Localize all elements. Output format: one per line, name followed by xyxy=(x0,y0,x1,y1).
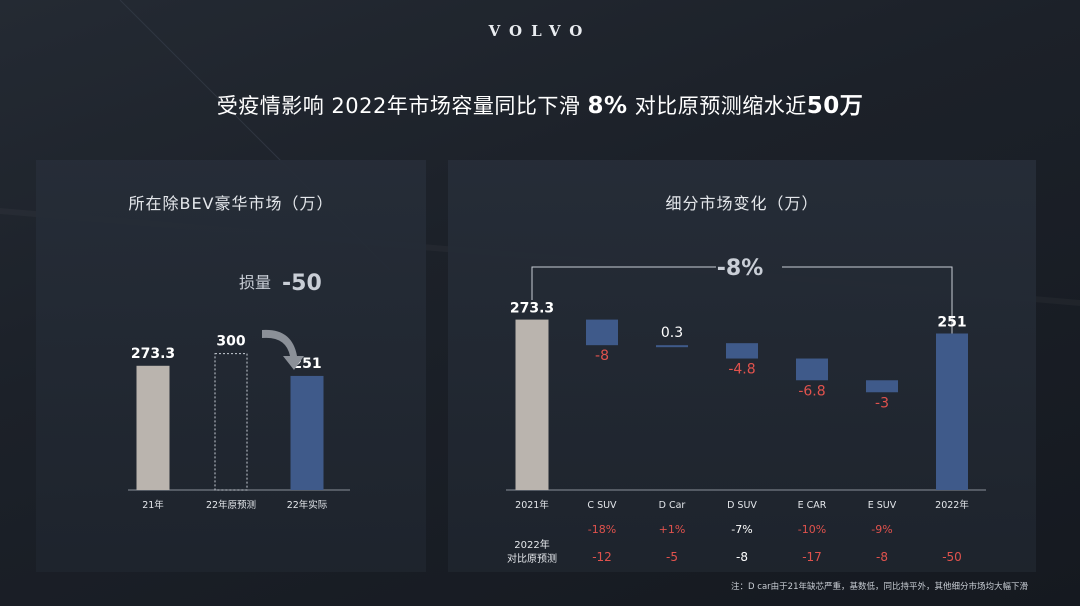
headline-part3: 对比原预测缩水近 xyxy=(627,94,807,118)
bar-2021 xyxy=(136,365,170,490)
table-row-header: 对比原预测 xyxy=(507,552,557,565)
bar-2022 xyxy=(936,333,968,490)
bar-2022-actual xyxy=(290,375,324,490)
table-percent-cell: -9% xyxy=(871,523,892,536)
table-abs-cell: -12 xyxy=(592,550,612,564)
headline-part1: 受疫情影响 2022年市场容量同比下滑 xyxy=(216,94,588,118)
headline-part4: 50万 xyxy=(806,93,864,119)
volvo-logo: VOLVO xyxy=(488,22,592,40)
left-chart-title: 所在除BEV豪华市场（万） xyxy=(128,194,334,213)
table-percent-cell: -10% xyxy=(798,523,826,536)
right-chart-title: 细分市场变化（万） xyxy=(665,194,819,213)
table-percent-cell: +1% xyxy=(659,523,686,536)
bar-value-label: 251 xyxy=(937,315,966,331)
bar-delta-positive xyxy=(656,345,688,348)
headline-part2: 8% xyxy=(587,93,628,119)
x-tick-label: C SUV xyxy=(587,500,617,511)
x-tick-label: 22年原预测 xyxy=(206,499,256,511)
x-tick-label: 2021年 xyxy=(515,499,549,511)
bar-value-label: -4.8 xyxy=(728,362,755,378)
bar-2021 xyxy=(515,319,549,490)
bar-delta-negative xyxy=(866,380,898,393)
table-percent-cell: -7% xyxy=(731,523,752,536)
x-tick-label: D Car xyxy=(659,500,686,511)
bar-delta-negative xyxy=(796,358,828,381)
bar-value-label: -3 xyxy=(875,395,889,411)
table-row-header: 2022年 xyxy=(514,538,549,551)
table-abs-cell: -5 xyxy=(666,550,678,564)
x-tick-label: E CAR xyxy=(798,500,827,511)
table-abs-cell: -8 xyxy=(736,550,748,564)
bar-value-label: 273.3 xyxy=(510,301,554,317)
left-chart-panel: 所在除BEV豪华市场（万） 273.3 21年 300 22年原预测 251 22年实际损… xyxy=(36,160,426,572)
curved-arrow-icon xyxy=(262,329,304,370)
bar-value-label: 273.3 xyxy=(131,346,175,362)
bar-delta-negative xyxy=(726,343,758,359)
waterfall-chart: -8% 273.3 2021年 -8 C SUV 0.3 D Car -4.8 D SUV -6.… xyxy=(506,256,986,565)
bar-value-label: -8 xyxy=(595,348,609,364)
bar-forecast xyxy=(214,353,248,491)
table-percent-cell: -18% xyxy=(588,523,616,536)
x-tick-label: D SUV xyxy=(727,500,757,511)
table-abs-cell: -8 xyxy=(876,550,888,564)
x-tick-label: 2022年 xyxy=(935,499,969,511)
page-headline: 受疫情影响 2022年市场容量同比下滑 8% 对比原预测缩水近50万 xyxy=(0,86,1080,120)
bar-value-label: 300 xyxy=(216,334,245,350)
loss-label: 损量 xyxy=(239,273,271,292)
table-abs-cell: -17 xyxy=(802,550,822,564)
bar-delta-negative xyxy=(586,319,618,346)
footnote: 注：D car由于21年缺芯严重，基数低，同比持平外，其他细分市场均大幅下滑 xyxy=(731,582,1028,592)
right-chart-panel: 细分市场变化（万） -8% 273.3 2021年 -8 C SUV 0.3 D Car -4… xyxy=(448,160,1036,572)
bar-value-label: -6.8 xyxy=(798,383,825,399)
bar-value-label: 0.3 xyxy=(661,325,683,341)
x-tick-label: 22年实际 xyxy=(287,499,328,511)
bracket-left-line xyxy=(531,266,716,300)
x-tick-label: E SUV xyxy=(868,500,897,511)
loss-value: -50 xyxy=(282,271,322,296)
bracket-label: -8% xyxy=(717,256,763,281)
table-abs-cell: -50 xyxy=(942,550,962,564)
x-tick-label: 21年 xyxy=(142,499,164,511)
bracket-right-line xyxy=(782,266,953,356)
